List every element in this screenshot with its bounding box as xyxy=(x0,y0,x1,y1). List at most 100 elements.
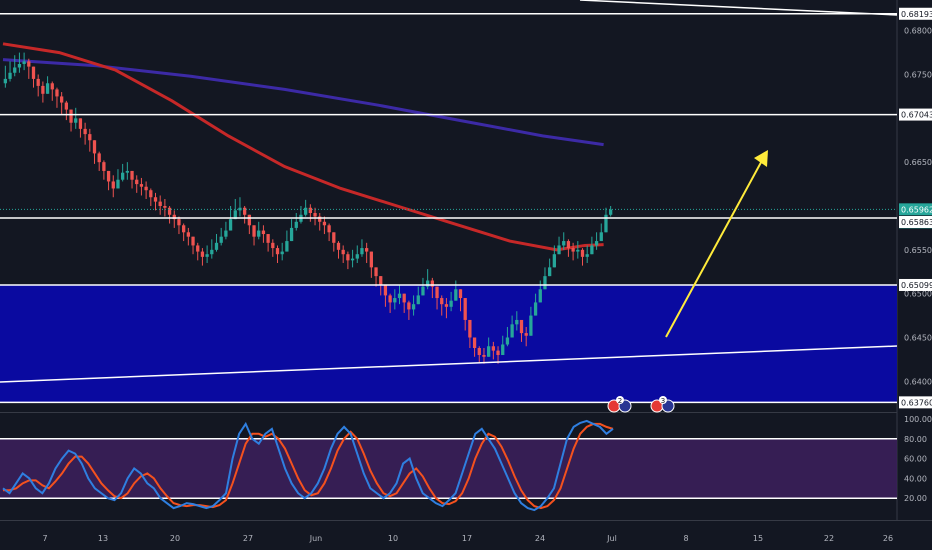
candle-body xyxy=(69,109,73,123)
candle-body xyxy=(327,225,331,233)
candle-body xyxy=(609,209,613,215)
event-count-text: 3 xyxy=(661,397,665,405)
candle-body xyxy=(163,206,167,208)
time-tick-label: Jun xyxy=(309,534,323,543)
candle-body xyxy=(243,207,247,215)
horizontal-levels[interactable] xyxy=(0,13,897,499)
candle-body xyxy=(83,128,87,135)
stochastic-d-line xyxy=(3,422,614,510)
candle-body xyxy=(454,289,458,301)
candle-body xyxy=(78,118,83,129)
candle-body xyxy=(139,184,144,187)
candle-body xyxy=(369,251,373,268)
candle-body xyxy=(426,280,430,287)
candle-body xyxy=(365,248,369,252)
candle-body xyxy=(64,102,68,110)
candle-body xyxy=(393,298,397,303)
candle-body xyxy=(238,207,242,211)
candle-body xyxy=(383,284,388,296)
candle-body xyxy=(60,96,64,103)
candle-body xyxy=(468,319,472,338)
candle-body xyxy=(13,67,17,73)
time-tick-label: 7 xyxy=(42,534,47,543)
price-tag-label: 0.65099 xyxy=(901,281,932,290)
stochastic-tick-label: 40.00 xyxy=(904,474,927,483)
event-count-badge xyxy=(616,396,624,404)
stochastic-tick-label: 20.00 xyxy=(904,494,927,503)
candle-body xyxy=(576,249,580,252)
time-tick-label: 15 xyxy=(753,534,763,543)
candle-body xyxy=(355,254,359,259)
candle-body xyxy=(599,232,603,242)
price-tag-label: 0.67043 xyxy=(901,111,932,120)
price-tag-box xyxy=(899,396,932,409)
event-count-badge xyxy=(659,396,667,404)
candle-body xyxy=(491,346,495,351)
time-tick-label: 13 xyxy=(98,534,108,543)
candle-body xyxy=(510,324,514,338)
candle-body xyxy=(557,245,561,255)
candle-body xyxy=(177,219,181,226)
candle-body xyxy=(350,258,355,261)
candle-body xyxy=(200,251,205,257)
candle-body xyxy=(36,78,40,86)
demand-zone xyxy=(0,284,897,403)
time-tick-label: 10 xyxy=(388,534,398,543)
candle-body xyxy=(280,251,284,255)
candle-body xyxy=(435,286,439,299)
candle-body xyxy=(228,219,233,231)
candle-body xyxy=(374,267,378,277)
candle-body xyxy=(191,236,195,246)
candle-body xyxy=(214,242,219,250)
candle-body xyxy=(275,248,280,255)
candle-body xyxy=(332,232,336,243)
candle-body xyxy=(22,61,26,64)
time-tick-label: 22 xyxy=(824,534,834,543)
price-tag-label: 0.65863 xyxy=(901,218,932,227)
stochastic-tick-label: 100.00 xyxy=(904,415,932,424)
forecast-arrow-line[interactable] xyxy=(665,154,766,338)
candle-body xyxy=(397,293,402,299)
candle-body xyxy=(571,248,575,252)
candle-body xyxy=(224,230,228,237)
candle-body xyxy=(210,249,214,255)
candle-body xyxy=(379,276,383,285)
upper-trendline[interactable] xyxy=(579,0,898,16)
candle-body xyxy=(308,207,312,214)
candle-body xyxy=(111,181,115,189)
price-tag-box xyxy=(899,108,932,121)
candle-body xyxy=(472,337,477,349)
candle-body xyxy=(458,289,463,299)
candle-body xyxy=(388,295,392,303)
rising-trendline[interactable] xyxy=(0,345,898,383)
price-tag-label: 0.65962 xyxy=(901,205,932,214)
candle-body xyxy=(102,162,106,171)
price-tag-box xyxy=(899,7,932,20)
candle-body xyxy=(336,242,341,250)
candle-body xyxy=(604,214,608,233)
candle-body xyxy=(533,302,538,316)
candle-body xyxy=(566,241,571,249)
candle-body xyxy=(196,245,200,252)
candle-body xyxy=(482,355,486,357)
stochastic-k-line xyxy=(2,419,614,512)
candle-body xyxy=(515,319,519,325)
candle-body xyxy=(31,66,36,79)
candle-body xyxy=(149,190,153,198)
time-tick-label: 27 xyxy=(243,534,253,543)
candle-body xyxy=(416,295,420,305)
candle-body xyxy=(538,289,542,303)
candle-body xyxy=(233,210,237,220)
candle-body xyxy=(505,337,510,345)
candle-body xyxy=(219,236,223,243)
candle-body xyxy=(186,232,190,237)
candle-body xyxy=(477,348,481,356)
candle-body xyxy=(407,302,411,310)
stochastic-band xyxy=(0,438,897,499)
